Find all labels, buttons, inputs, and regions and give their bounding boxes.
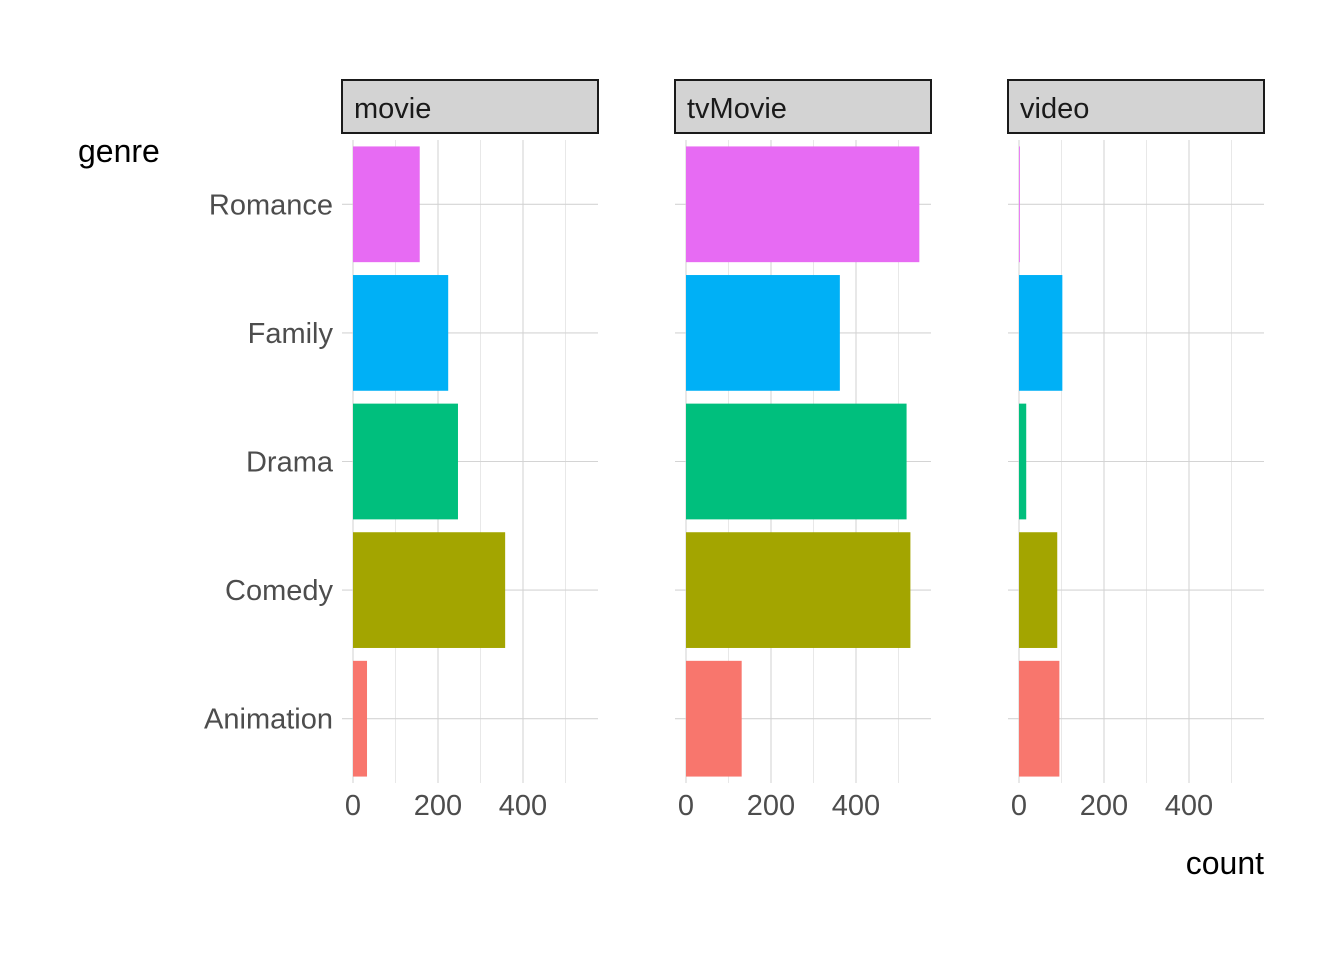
y-axis-labels: Animation Comedy Drama Family Romance bbox=[204, 189, 334, 735]
facet-panel-movie: movie 0 200 400 bbox=[341, 79, 599, 822]
x-tick-label: 400 bbox=[499, 790, 547, 822]
bar-tvMovie-drama bbox=[686, 403, 907, 520]
y-tick-label: Family bbox=[248, 318, 334, 350]
bar-movie-romance bbox=[353, 146, 420, 263]
facet-panel-video: video 0 200 400 bbox=[1007, 79, 1265, 822]
bar-tvMovie-romance bbox=[686, 146, 920, 263]
x-tick-label: 0 bbox=[345, 790, 361, 822]
bar-tvMovie-family bbox=[686, 275, 840, 391]
bar-video-comedy bbox=[1019, 532, 1058, 648]
bar-video-animation bbox=[1019, 660, 1060, 777]
bar-tvMovie-animation bbox=[686, 660, 742, 777]
bar-video-romance bbox=[1019, 146, 1020, 263]
y-axis-title: genre bbox=[78, 133, 160, 169]
facet-panels: movie 0 200 400 tvMovie 0 200 400 video 0 200 400 bbox=[341, 79, 1265, 822]
x-axis-title: count bbox=[1186, 845, 1264, 881]
facet-strip bbox=[341, 79, 599, 134]
x-tick-label: 0 bbox=[678, 790, 694, 822]
y-tick-label: Comedy bbox=[225, 575, 333, 607]
bar-movie-drama bbox=[353, 403, 458, 520]
x-tick-label: 400 bbox=[832, 790, 880, 822]
facet-strip bbox=[1007, 79, 1265, 134]
bar-movie-comedy bbox=[353, 532, 506, 648]
bar-movie-family bbox=[353, 275, 449, 391]
facet-strip-label: tvMovie bbox=[687, 93, 787, 125]
facet-strip-label: movie bbox=[354, 93, 431, 125]
y-tick-label: Animation bbox=[204, 704, 333, 736]
bar-tvMovie-comedy bbox=[686, 532, 911, 648]
y-tick-label: Romance bbox=[209, 189, 333, 221]
bar-movie-animation bbox=[353, 660, 368, 777]
x-tick-label: 200 bbox=[414, 790, 462, 822]
x-tick-label: 0 bbox=[1011, 790, 1027, 822]
bar-video-family bbox=[1019, 275, 1063, 391]
y-tick-label: Drama bbox=[246, 447, 334, 479]
bar-video-drama bbox=[1019, 403, 1027, 520]
x-tick-label: 200 bbox=[1080, 790, 1128, 822]
facet-panel-tvMovie: tvMovie 0 200 400 bbox=[674, 79, 932, 822]
facet-strip-label: video bbox=[1020, 93, 1089, 125]
x-tick-label: 400 bbox=[1165, 790, 1213, 822]
x-tick-label: 200 bbox=[747, 790, 795, 822]
facet-strip bbox=[674, 79, 932, 134]
